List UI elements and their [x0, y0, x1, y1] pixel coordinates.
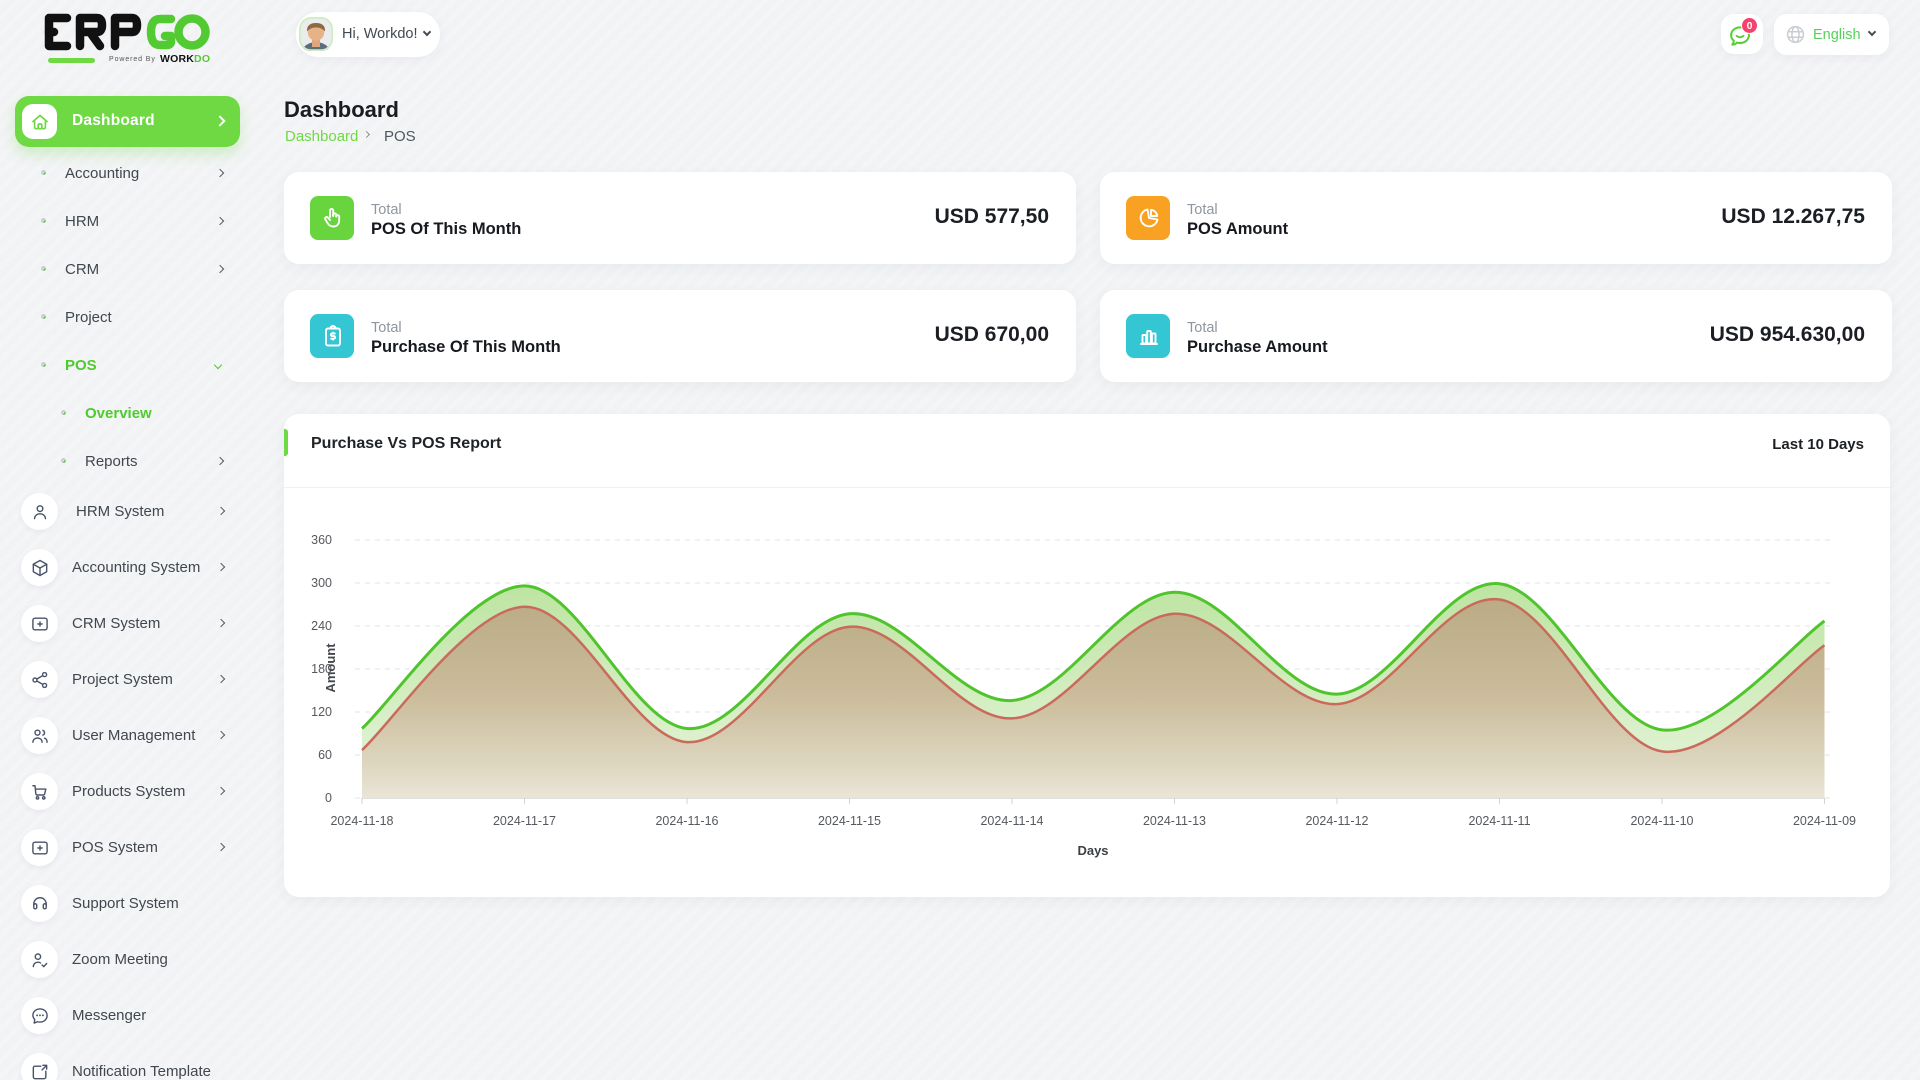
svg-text:Days: Days	[1077, 843, 1108, 858]
svg-text:2024-11-12: 2024-11-12	[1305, 814, 1368, 828]
svg-text:2024-11-17: 2024-11-17	[493, 814, 556, 828]
svg-text:240: 240	[311, 619, 332, 633]
svg-text:2024-11-14: 2024-11-14	[980, 814, 1043, 828]
svg-text:2024-11-13: 2024-11-13	[1143, 814, 1206, 828]
svg-text:300: 300	[311, 576, 332, 590]
svg-text:2024-11-11: 2024-11-11	[1468, 814, 1530, 828]
svg-text:60: 60	[318, 748, 332, 762]
svg-text:2024-11-09: 2024-11-09	[1793, 814, 1856, 828]
svg-text:0: 0	[325, 791, 332, 805]
svg-text:120: 120	[311, 705, 332, 719]
svg-text:2024-11-10: 2024-11-10	[1630, 814, 1693, 828]
svg-text:2024-11-15: 2024-11-15	[818, 814, 881, 828]
svg-text:Amount: Amount	[323, 643, 338, 693]
svg-text:2024-11-18: 2024-11-18	[330, 814, 393, 828]
svg-text:360: 360	[311, 533, 332, 547]
svg-text:180: 180	[311, 662, 332, 676]
svg-text:2024-11-16: 2024-11-16	[655, 814, 718, 828]
